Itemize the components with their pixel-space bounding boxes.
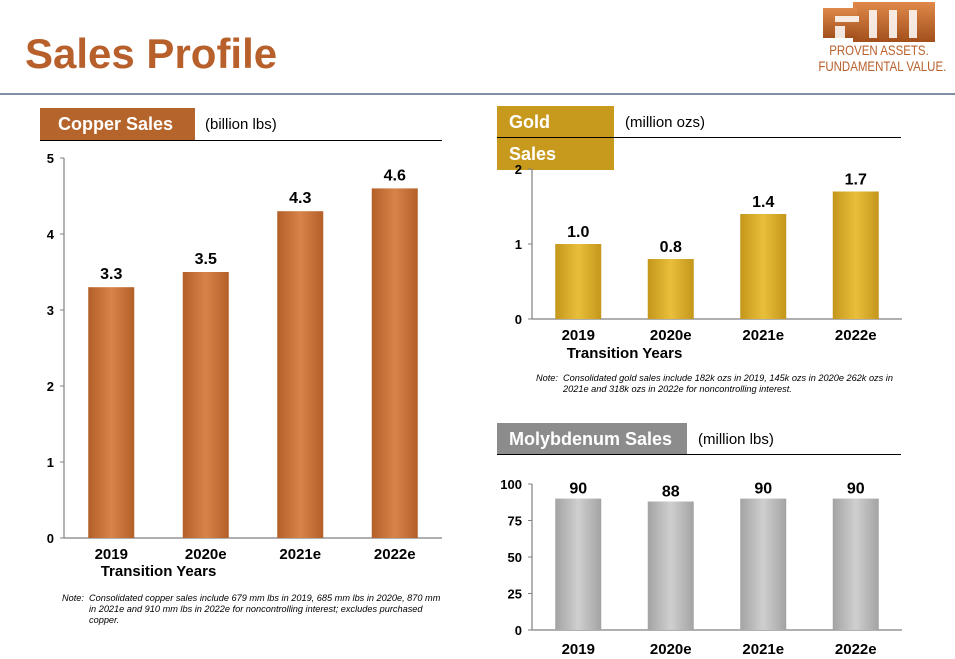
y-tick-label: 0 xyxy=(515,623,522,638)
gold-sales-chart: 0 1 2 1.0 2019 0.8 2020e 1.4 2021e 1.7 2022e Transi… xyxy=(515,162,902,362)
x-tick-label: 2020e xyxy=(650,327,692,344)
data-label: 4.6 xyxy=(384,167,406,184)
company-logo: PROVEN ASSETS. FUNDAMENTAL VALUE. xyxy=(805,2,953,74)
bar-2020e xyxy=(647,259,694,319)
x-tick-label: 2020e xyxy=(185,546,227,563)
bar-2021e xyxy=(740,214,787,319)
y-tick-label: 2 xyxy=(515,162,522,177)
copper-unit: (billion lbs) xyxy=(205,116,277,133)
bar-2019 xyxy=(555,244,602,319)
x-tick-label: 2022e xyxy=(835,641,877,658)
y-tick-label: 4 xyxy=(47,227,55,242)
data-label: 90 xyxy=(569,481,587,498)
x-tick-label: 2019 xyxy=(95,546,128,563)
bar-2020e xyxy=(647,501,694,630)
y-tick-label: 100 xyxy=(500,477,522,492)
bar-2022e xyxy=(832,498,879,630)
bar-2019 xyxy=(88,287,135,538)
logo-tagline-1: PROVEN ASSETS. xyxy=(829,42,929,58)
gold-note: Note: Consolidated gold sales include 18… xyxy=(536,373,906,395)
x-tick-label: 2019 xyxy=(562,641,595,658)
copper-header-rule xyxy=(40,140,442,141)
x-tick-label: 2020e xyxy=(650,641,692,658)
x-tick-label: 2022e xyxy=(835,327,877,344)
x-tick-label: 2021e xyxy=(742,641,784,658)
y-tick-label: 75 xyxy=(508,514,522,529)
logo-tagline-2: FUNDAMENTAL VALUE. xyxy=(818,58,947,74)
data-label: 1.0 xyxy=(567,224,589,241)
y-tick-label: 50 xyxy=(508,550,522,565)
copper-sales-chart: 0 1 2 3 4 5 3.3 2019 3.5 2020e 4.3 2021e 4.6 2022e Tra… xyxy=(47,151,442,580)
fm-logo-icon xyxy=(823,2,935,42)
x-axis-title: Transition Years xyxy=(101,563,217,580)
data-label: 3.3 xyxy=(100,266,122,283)
x-tick-label: 2019 xyxy=(562,327,595,344)
x-tick-label: 2021e xyxy=(279,546,321,563)
bar-2022e xyxy=(371,188,418,538)
y-tick-label: 1 xyxy=(515,237,522,252)
gold-sales-header: Gold Sales xyxy=(497,106,614,170)
data-label: 90 xyxy=(754,481,772,498)
data-label: 90 xyxy=(847,481,865,498)
molybdenum-header-rule xyxy=(497,454,901,455)
x-tick-label: 2022e xyxy=(374,546,416,563)
molybdenum-sales-header: Molybdenum Sales xyxy=(497,423,687,455)
molybdenum-sales-chart: 0 25 50 75 100 90 2019 88 2020e 90 2021e 90 2022e xyxy=(500,477,902,658)
bar-2020e xyxy=(182,272,229,538)
gold-note-prefix: Note: xyxy=(536,373,558,383)
bar-2019 xyxy=(555,498,602,630)
copper-sales-header: Copper Sales xyxy=(40,108,195,140)
header-divider xyxy=(0,93,955,95)
data-label: 1.7 xyxy=(845,172,867,189)
bar-2021e xyxy=(277,211,324,538)
copper-note: Note: Consolidated copper sales include … xyxy=(62,593,442,626)
data-label: 3.5 xyxy=(195,251,217,268)
data-label: 4.3 xyxy=(289,190,311,207)
page-title: Sales Profile xyxy=(25,30,278,77)
data-label: 1.4 xyxy=(752,194,774,211)
bar-2022e xyxy=(832,191,879,319)
y-tick-label: 3 xyxy=(47,303,54,318)
data-label: 0.8 xyxy=(660,239,682,256)
y-tick-label: 2 xyxy=(47,379,54,394)
y-tick-label: 0 xyxy=(47,531,54,546)
data-label: 88 xyxy=(662,484,680,501)
x-tick-label: 2021e xyxy=(742,327,784,344)
copper-note-prefix: Note: xyxy=(62,593,84,603)
y-tick-label: 25 xyxy=(508,587,522,602)
copper-note-text: Consolidated copper sales include 679 mm… xyxy=(89,593,441,625)
gold-note-text: Consolidated gold sales include 182k ozs… xyxy=(563,373,893,394)
molybdenum-unit: (million lbs) xyxy=(698,431,774,448)
y-tick-label: 0 xyxy=(515,312,522,327)
y-tick-label: 5 xyxy=(47,151,54,166)
gold-unit: (million ozs) xyxy=(625,114,706,131)
gold-header-rule xyxy=(497,137,901,138)
y-tick-label: 1 xyxy=(47,455,54,470)
bar-2021e xyxy=(740,498,787,630)
x-axis-title: Transition Years xyxy=(567,345,683,362)
